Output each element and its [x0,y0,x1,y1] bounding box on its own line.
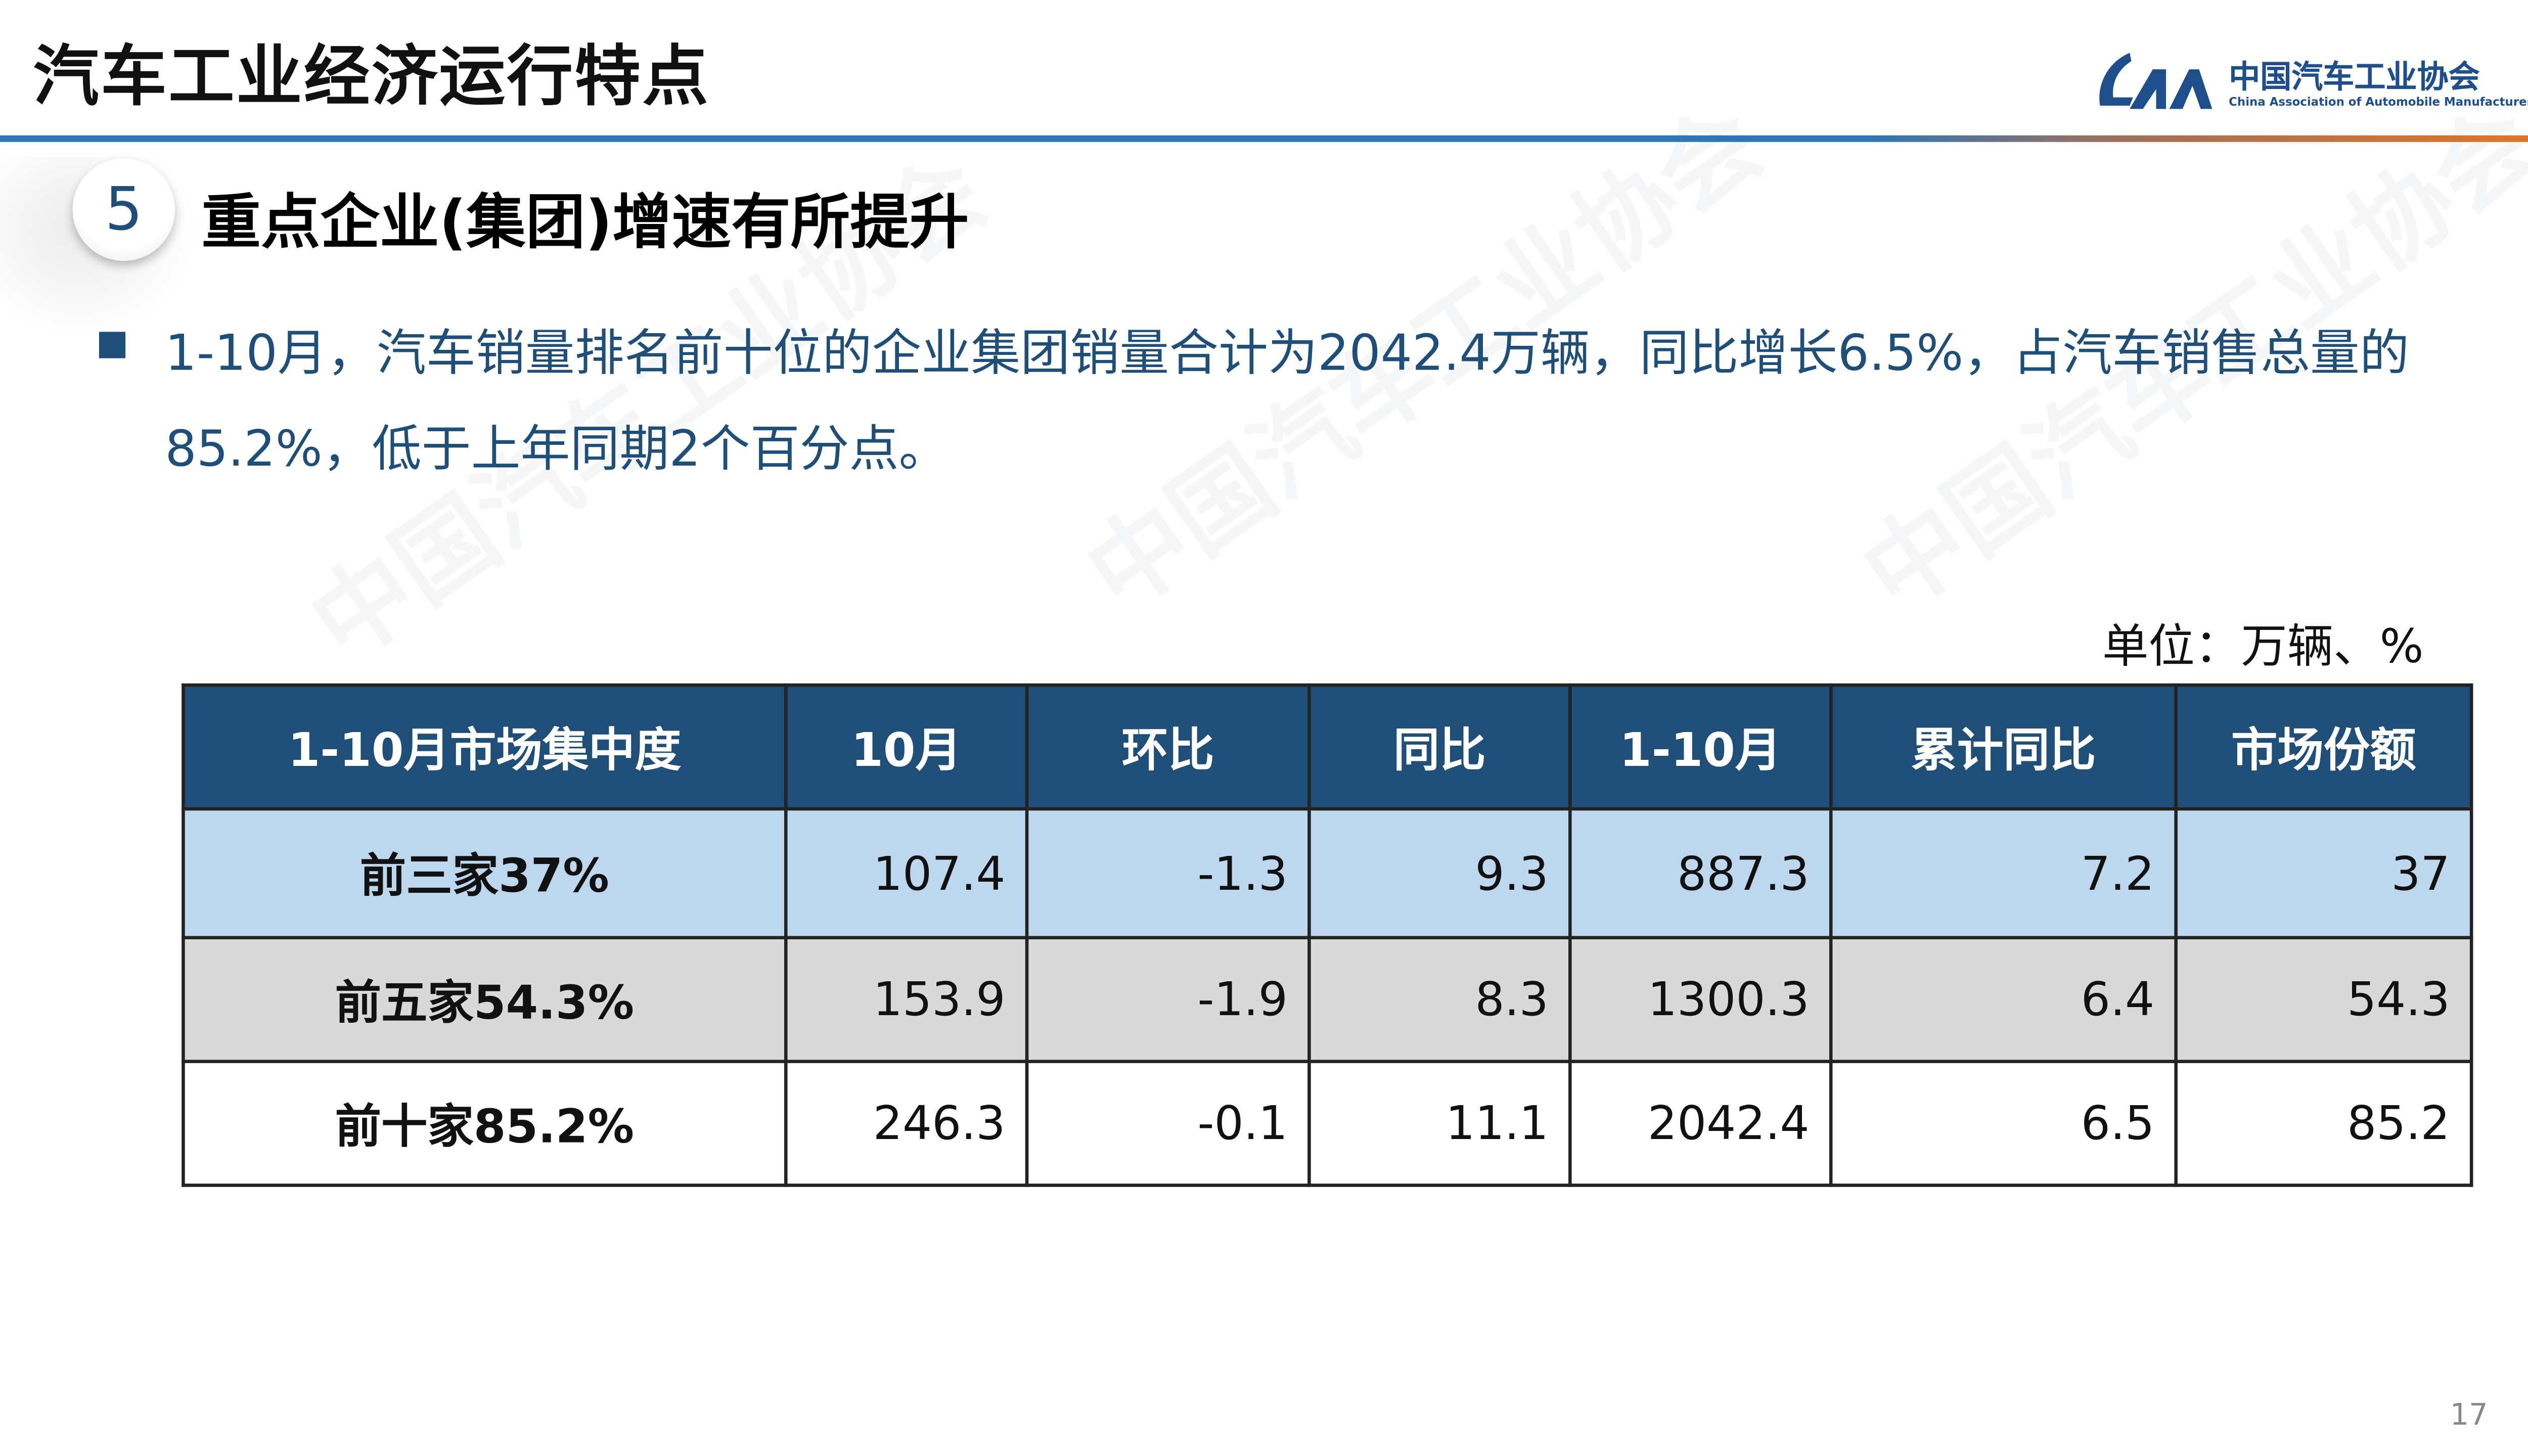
column-header: 1-10月市场集中度 [182,683,788,811]
column-header: 10月 [784,683,1029,811]
table-cell: -1.3 [1025,807,1311,939]
column-header: 环比 [1025,683,1311,811]
row-label: 前五家54.3% [182,936,788,1063]
table-cell: 7.2 [1829,807,2178,939]
logo-text-cn: 中国汽车工业协会 [2229,59,2480,96]
cam-logo-icon [2099,53,2213,109]
table-cell: 6.5 [1829,1060,2178,1187]
table-cell: 85.2 [2174,1060,2473,1187]
logo-text-en: China Association of Automobile Manufact… [2229,96,2528,109]
section-number-badge: 5 [72,158,175,261]
column-header: 1-10月 [1568,683,1833,811]
header-divider [0,135,2528,142]
table-header-row: 1-10月市场集中度 10月 环比 同比 1-10月 累计同比 市场份额 [182,683,2473,811]
table-cell: 246.3 [784,1060,1029,1187]
page-title: 汽车工业经济运行特点 [33,39,710,116]
table-cell: 6.4 [1829,936,2178,1063]
column-header: 同比 [1307,683,1572,811]
cam-logo: 中国汽车工业协会 China Association of Automobile… [2093,50,2528,119]
table-cell: 54.3 [2174,936,2473,1063]
table-row: 前五家54.3% 153.9 -1.9 8.3 1300.3 6.4 54.3 [182,936,2473,1063]
row-label: 前十家85.2% [182,1060,788,1187]
table-cell: 887.3 [1568,807,1833,939]
section-title: 重点企业(集团)增速有所提升 [201,190,969,258]
table-cell: 8.3 [1307,936,1572,1063]
table-cell: -1.9 [1025,936,1311,1063]
bullet-text: 1-10月，汽车销量排名前十位的企业集团销量合计为2042.4万辆，同比增长6.… [165,325,2409,479]
table-row: 前十家85.2% 246.3 -0.1 11.1 2042.4 6.5 85.2 [182,1060,2473,1187]
bullet-square-icon [99,332,126,358]
table-cell: 37 [2174,807,2473,939]
column-header: 市场份额 [2174,683,2473,811]
table-cell: 107.4 [784,807,1029,939]
column-header: 累计同比 [1829,683,2178,811]
table-cell: 153.9 [784,936,1029,1063]
table-cell: 2042.4 [1568,1060,1833,1187]
page-number: 17 [2450,1398,2488,1433]
table-cell: 11.1 [1307,1060,1572,1187]
table-row: 前三家37% 107.4 -1.3 9.3 887.3 7.2 37 [182,807,2473,939]
table-cell: 9.3 [1307,807,1572,939]
row-label: 前三家37% [182,807,788,939]
concentration-table: 1-10月市场集中度 10月 环比 同比 1-10月 累计同比 市场份额 前三家… [182,683,2473,1187]
table-cell: 1300.3 [1568,936,1833,1063]
unit-label: 单位：万辆、% [2102,619,2424,674]
table-cell: -0.1 [1025,1060,1311,1187]
